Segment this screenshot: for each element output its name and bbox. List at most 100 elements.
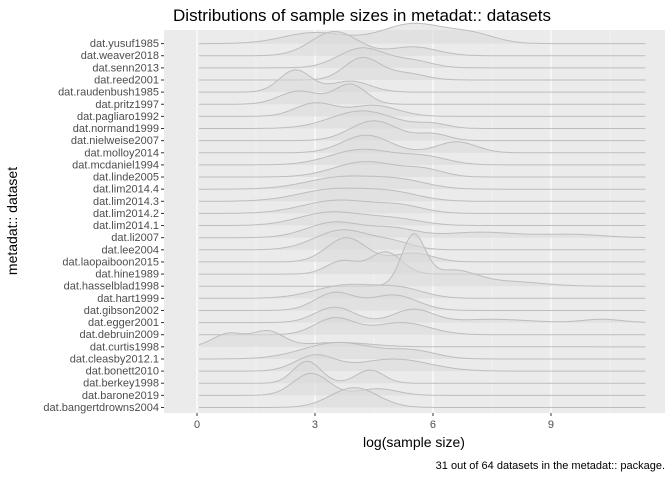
ridge-line	[199, 387, 646, 408]
ridge-fill	[199, 229, 646, 250]
ridge-fill	[199, 120, 646, 141]
x-tick-label: 9	[548, 419, 554, 431]
y-tick-label: dat.egger2001	[88, 317, 159, 329]
ridge-fill	[199, 373, 646, 396]
ridge-line	[198, 330, 646, 348]
y-tick-label: dat.yusuf1985	[90, 38, 159, 50]
y-tick-label: dat.pritz1997	[95, 99, 159, 111]
ridge-fill	[199, 84, 646, 105]
y-tick-label: dat.gibson2002	[84, 305, 159, 317]
y-tick-label: dat.lim2014.2	[93, 208, 159, 220]
y-tick-label: dat.lim2014.1	[93, 220, 159, 232]
y-tick-label: dat.debruin2009	[79, 329, 159, 341]
y-tick-label: dat.senn2013	[92, 62, 159, 74]
x-axis-label: log(sample size)	[363, 434, 465, 450]
ridge-dat-bangertdrowns2004	[199, 387, 646, 408]
x-tick-label: 0	[194, 419, 200, 431]
y-tick-label: dat.nielweise2007	[71, 135, 159, 147]
y-tick-label: dat.reed2001	[94, 74, 159, 86]
ridge-dat-linde2005	[199, 161, 646, 178]
x-tick-label: 6	[430, 419, 436, 431]
ridge-line	[199, 56, 646, 81]
ridge-fill	[199, 161, 646, 178]
ridge-fill	[199, 292, 646, 311]
y-tick-label: dat.hine1989	[95, 269, 159, 281]
ridge-line	[199, 360, 646, 384]
chart-caption: 31 out of 64 datasets in the metadat:: p…	[436, 460, 665, 472]
ridge-dat-senn2013	[199, 47, 646, 69]
ridge-line	[199, 134, 646, 154]
ridge-line	[199, 30, 646, 57]
ridge-line	[199, 161, 646, 178]
ridge-line	[199, 233, 646, 287]
y-tick-label: dat.lee2004	[102, 244, 160, 256]
ridge-dat-reed2001	[199, 56, 646, 81]
y-tick-label: dat.normand1999	[73, 123, 159, 135]
ridge-dat-lim2014-3	[199, 187, 646, 202]
ridge-line	[199, 175, 646, 190]
ridge-line	[199, 291, 646, 311]
ridge-fill	[199, 69, 646, 93]
y-tick-labels: dat.yusuf1985dat.weaver2018dat.senn2013d…	[43, 38, 164, 414]
ridge-dat-hart1999	[199, 283, 646, 299]
ridge-fill	[199, 47, 646, 68]
ridge-line	[199, 102, 646, 117]
y-tick-label: dat.raudenbush1985	[58, 87, 159, 99]
chart-title: Distributions of sample sizes in metadat…	[173, 6, 551, 25]
ridge-dat-pagliaro1992	[199, 102, 646, 117]
y-axis-label: metadat:: dataset	[4, 167, 20, 275]
ridge-line	[199, 306, 646, 324]
ridge-fill	[199, 284, 646, 299]
y-tick-label: dat.lim2014.4	[93, 184, 159, 196]
ridge-fill	[199, 102, 646, 117]
ridges	[198, 22, 646, 408]
ridge-fill	[199, 307, 646, 323]
ridge-dat-barone2019	[199, 372, 646, 396]
ridge-dat-lim2014-1	[199, 211, 646, 226]
ridge-line	[199, 211, 646, 226]
ridge-line	[199, 148, 646, 166]
ridge-fill	[199, 200, 646, 214]
x-tick-labels: 0 3 6 9	[194, 413, 554, 431]
y-tick-label: dat.hart1999	[97, 293, 159, 305]
ridge-line	[199, 47, 646, 69]
y-tick-label: dat.barone2019	[82, 390, 159, 402]
ridge-line	[199, 83, 646, 105]
ridge-fill	[199, 317, 646, 335]
ridge-dat-egger2001	[199, 306, 646, 324]
ridge-fill	[199, 23, 646, 44]
ridge-line	[199, 341, 646, 360]
y-tick-label: dat.bonett2010	[86, 366, 159, 378]
y-tick-label: dat.cleasby2012.1	[70, 353, 159, 365]
ridge-line	[199, 187, 646, 202]
ridge-line	[199, 69, 646, 93]
ridge-line	[199, 199, 646, 214]
ridge-fill	[199, 221, 646, 238]
ridge-dat-raudenbush1985	[199, 69, 646, 93]
y-tick-label: dat.mcdaniel1994	[72, 159, 159, 171]
x-tick-label: 3	[312, 419, 318, 431]
ridge-line	[199, 22, 646, 45]
y-tick-label: dat.pagliaro1992	[77, 111, 159, 123]
ridge-fill	[199, 188, 646, 202]
y-tick-label: dat.laopaiboon2015	[62, 256, 159, 268]
y-tick-label: dat.li2007	[111, 232, 159, 244]
y-tick-label: dat.hasselblad1998	[64, 281, 159, 293]
ridge-line	[199, 283, 646, 299]
ridge-dat-pritz1997	[199, 83, 646, 105]
ridge-dat-lim2014-4	[199, 175, 646, 190]
ridge-fill	[199, 31, 646, 56]
ridge-line	[199, 372, 646, 396]
ridge-line	[199, 120, 646, 142]
ridge-line	[199, 354, 646, 372]
ridge-dat-mcdaniel1994	[199, 148, 646, 166]
ridge-dat-lim2014-2	[199, 199, 646, 214]
ridge-dat-gibson2002	[199, 291, 646, 311]
ridge-dat-yusuf1985	[199, 22, 646, 45]
y-tick-label: dat.curtis1998	[90, 341, 159, 353]
ridge-dat-molloy2014	[199, 134, 646, 154]
y-tick-label: dat.linde2005	[93, 172, 159, 184]
y-tick-label: dat.lim2014.3	[93, 196, 159, 208]
